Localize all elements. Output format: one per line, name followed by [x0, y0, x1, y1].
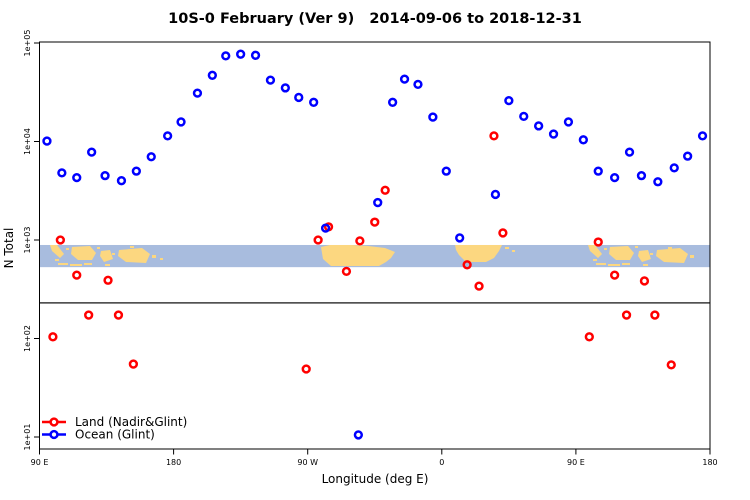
- data-point: [192, 88, 203, 98]
- y-tick-label: 1e+03: [23, 227, 32, 254]
- data-point: [87, 147, 97, 157]
- data-point: [353, 430, 364, 440]
- y-tick-label: 1e+04: [23, 128, 32, 155]
- data-point: [207, 70, 217, 80]
- y-tick-label: 1e+02: [23, 325, 32, 352]
- data-point: [621, 310, 632, 320]
- data-point: [373, 197, 383, 208]
- data-point: [116, 176, 127, 186]
- x-tick-label: 180: [166, 458, 181, 467]
- data-point: [636, 171, 647, 181]
- y-tick-label: 1e+01: [23, 424, 32, 451]
- data-point: [666, 360, 676, 370]
- data-point: [301, 364, 311, 374]
- data-point: [146, 152, 156, 162]
- data-point: [72, 172, 82, 183]
- data-point: [413, 79, 423, 90]
- data-point: [309, 97, 319, 107]
- data-point: [584, 332, 594, 342]
- data-point: [578, 135, 588, 145]
- data-point: [387, 97, 398, 107]
- y-tick-label: 1e+05: [23, 30, 32, 57]
- data-point: [176, 117, 186, 127]
- legend-label: Ocean (Glint): [75, 428, 155, 442]
- axis-ticks: 90 E 180 90 W 0 90 E 180 1e+05 1e+04 1e+03 1e+02 1…: [23, 30, 718, 467]
- data-point: [399, 74, 410, 84]
- data-point: [428, 112, 438, 122]
- data-point: [113, 310, 124, 320]
- data-point: [624, 147, 635, 157]
- data-point: [55, 235, 66, 245]
- data-point: [84, 310, 94, 320]
- data-point: [294, 92, 304, 103]
- data-point: [370, 217, 380, 227]
- x-axis-label: Longitude (deg E): [321, 472, 429, 486]
- legend: Land (Nadir&Glint)Ocean (Glint): [42, 415, 187, 442]
- x-tick-label: 90 E: [31, 458, 49, 467]
- data-point: [441, 166, 451, 176]
- data-points: [42, 49, 708, 440]
- x-tick-label: 90 W: [297, 458, 318, 467]
- data-point: [534, 121, 544, 131]
- x-tick-label: 0: [439, 458, 444, 467]
- x-tick-label: 180: [702, 458, 717, 467]
- data-point: [504, 95, 514, 106]
- data-point: [683, 151, 693, 161]
- data-point: [697, 131, 708, 141]
- data-point: [100, 171, 110, 181]
- data-point: [593, 237, 603, 247]
- data-point: [519, 111, 529, 122]
- x-tick-label: 90 E: [567, 458, 585, 467]
- data-point: [103, 275, 113, 285]
- data-point: [313, 235, 323, 245]
- data-point: [609, 172, 620, 183]
- plot-border: [39, 41, 711, 450]
- data-point: [128, 359, 139, 369]
- data-point: [48, 332, 58, 342]
- data-point: [455, 233, 465, 243]
- data-point: [221, 51, 231, 61]
- data-point: [42, 136, 52, 146]
- data-point: [250, 50, 261, 60]
- legend-label: Land (Nadir&Glint): [75, 415, 187, 429]
- data-point: [131, 166, 142, 176]
- data-point: [498, 228, 508, 238]
- data-point: [490, 189, 501, 200]
- data-point: [489, 131, 499, 141]
- data-point: [236, 49, 246, 59]
- data-point: [548, 129, 559, 139]
- chart-title: 10S-0 February (Ver 9) 2014-09-06 to 201…: [168, 11, 582, 27]
- data-point: [72, 270, 82, 280]
- data-point: [380, 185, 390, 195]
- data-point: [474, 281, 484, 291]
- data-point: [593, 166, 603, 176]
- data-point: [639, 276, 650, 286]
- data-point: [355, 236, 365, 246]
- map-land-shapes: [50, 245, 694, 266]
- data-point: [162, 131, 173, 141]
- data-point: [462, 260, 472, 270]
- legend-marker: [49, 417, 59, 427]
- data-point: [265, 75, 276, 85]
- data-point: [650, 310, 660, 320]
- legend-marker: [49, 429, 59, 440]
- data-point: [57, 168, 67, 178]
- data-point: [280, 83, 291, 93]
- data-point: [563, 117, 574, 127]
- data-point: [341, 266, 352, 277]
- data-point: [320, 223, 331, 233]
- data-point: [653, 177, 663, 187]
- data-point: [669, 163, 679, 173]
- data-point: [609, 270, 620, 280]
